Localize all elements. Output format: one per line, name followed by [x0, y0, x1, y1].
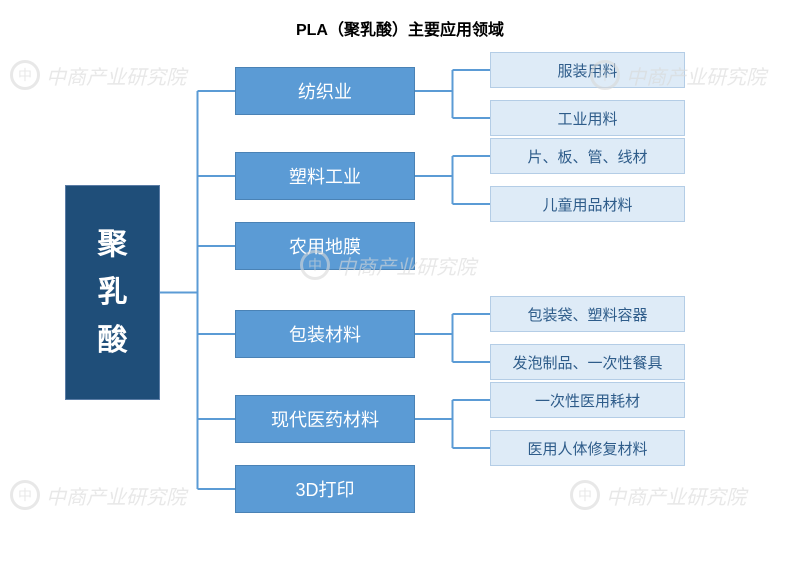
- root-char-2: 乳: [98, 269, 128, 317]
- root-char-1: 聚: [98, 221, 128, 269]
- level2-node: 纺织业: [235, 67, 415, 115]
- watermark: 中中商产业研究院: [10, 480, 186, 510]
- level3-node: 片、板、管、线材: [490, 138, 685, 174]
- level3-node: 一次性医用耗材: [490, 382, 685, 418]
- level3-node: 儿童用品材料: [490, 186, 685, 222]
- level3-node: 工业用料: [490, 100, 685, 136]
- level3-node: 发泡制品、一次性餐具: [490, 344, 685, 380]
- root-node: 聚 乳 酸: [65, 185, 160, 400]
- level2-node: 农用地膜: [235, 222, 415, 270]
- chart-title: PLA（聚乳酸）主要应用领域: [0, 16, 800, 40]
- level3-node: 包装袋、塑料容器: [490, 296, 685, 332]
- level2-node: 3D打印: [235, 465, 415, 513]
- level2-node: 现代医药材料: [235, 395, 415, 443]
- root-char-3: 酸: [98, 317, 128, 365]
- level2-node: 包装材料: [235, 310, 415, 358]
- watermark: 中中商产业研究院: [570, 480, 746, 510]
- level2-node: 塑料工业: [235, 152, 415, 200]
- watermark: 中中商产业研究院: [10, 60, 186, 90]
- level3-node: 医用人体修复材料: [490, 430, 685, 466]
- level3-node: 服装用料: [490, 52, 685, 88]
